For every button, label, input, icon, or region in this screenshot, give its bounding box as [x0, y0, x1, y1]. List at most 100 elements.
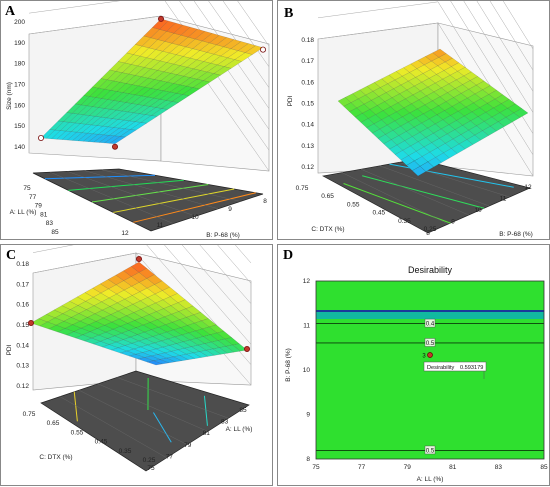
chart-a-z-tick-label: 180	[14, 61, 25, 68]
chart-c-y-axis-label: A: LL (%)	[226, 426, 253, 433]
chart-a-y-tick-label: 11	[157, 222, 164, 229]
chart-c-x-tick-label: 0.65	[47, 420, 60, 427]
chart-d-optimum-point	[428, 353, 433, 358]
chart-c-design-point	[244, 346, 249, 351]
chart-b-z-axis-label: PDI	[287, 95, 294, 106]
chart-d-x-tick-label: 81	[449, 464, 457, 471]
chart-d-top-edge	[316, 310, 544, 312]
chart-a-x-tick-label: 81	[40, 211, 48, 218]
chart-d-x-tick-label: 77	[358, 464, 366, 471]
chart-b-y-tick-label: 9	[451, 219, 455, 226]
chart-b-x-axis-label: C: DTX (%)	[311, 226, 344, 233]
chart-a-z-tick-label: 190	[14, 40, 25, 47]
chart-c-z-tick-label: 0.17	[16, 281, 29, 288]
chart-d-y-tick-label: 8	[306, 456, 310, 463]
chart-a-design-point	[112, 144, 117, 149]
chart-a-x-tick-label: 83	[46, 220, 54, 227]
chart-c-z-tick-label: 0.14	[16, 342, 29, 349]
chart-c-x-axis-label: C: DTX (%)	[39, 454, 72, 461]
chart-b-svg: 0.12 0.13 0.14 0.15 0.16 0.17 0.18 PDI 0.75 0.65 0…	[278, 1, 550, 241]
chart-d-contour-label: 0.5	[426, 448, 435, 454]
chart-b-z-tick-label: 0.13	[301, 143, 314, 150]
chart-b-z-tick-label: 0.14	[301, 122, 314, 129]
chart-a-y-tick-label: 10	[191, 214, 199, 221]
chart-b-x-tick-label: 0.75	[296, 185, 309, 192]
chart-c-x-tick-label: 0.55	[71, 429, 84, 436]
chart-b-z-tick-label: 0.16	[301, 79, 314, 86]
panel-c-label: C	[6, 248, 16, 264]
panel-b: 0.12 0.13 0.14 0.15 0.16 0.17 0.18 PDI 0.75 0.65 0…	[277, 0, 550, 240]
chart-c-x-tick-label: 0.25	[143, 457, 156, 464]
chart-a-design-point	[158, 16, 163, 21]
chart-b-y-tick-label: 12	[524, 184, 532, 191]
chart-d-contour-label: 0.5	[426, 341, 435, 347]
chart-b-y-tick-label: 8	[426, 230, 430, 237]
panel-b-label: B	[284, 6, 293, 22]
chart-d-x-axis-label: A: LL (%)	[417, 476, 444, 483]
chart-a-z-tick-label: 150	[14, 123, 25, 130]
panel-c: 0.12 0.13 0.14 0.15 0.16 0.17 0.18 PDI 0.75 0.65 0…	[0, 244, 273, 486]
chart-a-z-axis-label: Size (nm)	[6, 82, 13, 110]
chart-a-design-point	[260, 47, 265, 52]
chart-a-y-tick-label: 9	[228, 206, 232, 213]
chart-d-x-tick-label: 83	[495, 464, 503, 471]
chart-c-z-tick-label: 0.13	[16, 363, 29, 370]
chart-d-y-tick-label: 11	[303, 323, 310, 330]
chart-a-y-axis-label: B: P-68 (%)	[206, 232, 240, 239]
chart-c-z-tick-label: 0.18	[16, 261, 29, 268]
chart-b-x-tick-label: 0.35	[398, 218, 411, 225]
chart-d-y-tick-label: 10	[303, 367, 311, 374]
chart-d-contour-label: 0.4	[426, 322, 435, 328]
panel-d-label: D	[283, 248, 293, 264]
chart-c-design-point	[28, 320, 33, 325]
chart-b-y-axis-label: B: P-68 (%)	[499, 231, 533, 238]
chart-d-x-tick-label: 79	[404, 464, 412, 471]
chart-b-y-tick-label: 10	[474, 207, 482, 214]
chart-c-y-tick-label: 77	[166, 453, 174, 460]
chart-b-x-tick-label: 0.65	[321, 193, 334, 200]
chart-a-x-tick-label: 75	[23, 185, 31, 192]
chart-a-x-tick-label: 85	[51, 229, 59, 236]
chart-a-y-tick-label: 8	[263, 198, 267, 205]
chart-a-z-tick-label: 200	[14, 19, 25, 26]
chart-c-svg: 0.12 0.13 0.14 0.15 0.16 0.17 0.18 PDI 0.75 0.65 0…	[1, 245, 274, 487]
chart-b-z-tick-label: 0.15	[301, 101, 314, 108]
chart-c-design-point	[136, 256, 141, 261]
chart-b-z-tick-label: 0.17	[301, 58, 314, 65]
chart-a-design-point	[38, 135, 43, 140]
chart-d-x-tick-label: 75	[312, 464, 320, 471]
chart-b-z-tick-label: 0.18	[301, 37, 314, 44]
chart-c-z-tick-label: 0.15	[16, 322, 29, 329]
chart-c-y-tick-label: 81	[203, 430, 211, 437]
chart-b-x-tick-label: 0.45	[372, 210, 385, 217]
chart-c-y-tick-label: 79	[184, 442, 192, 449]
chart-a-z-tick-label: 170	[14, 82, 25, 89]
chart-a-y-tick-label: 12	[121, 230, 129, 237]
chart-b-x-tick-label: 0.55	[347, 201, 360, 208]
chart-d-y-tick-label: 9	[306, 412, 310, 419]
chart-c-x-tick-label: 0.75	[23, 411, 36, 418]
chart-d-title: Desirability	[408, 265, 453, 275]
chart-a-x-axis-label: A: LL (%)	[10, 209, 37, 216]
chart-d-high-band	[316, 311, 544, 319]
chart-b-z-tick-label: 0.12	[301, 164, 314, 171]
panel-a-label: A	[5, 4, 15, 20]
chart-c-z-tick-label: 0.16	[16, 302, 29, 309]
chart-c-z-tick-label: 0.12	[16, 383, 29, 390]
chart-d-x-tick-label: 85	[540, 464, 548, 471]
chart-d-annotation-label: Desirability	[427, 365, 455, 371]
chart-c-y-tick-label: 85	[239, 407, 247, 414]
chart-a-x-tick-label: 77	[29, 194, 37, 201]
chart-c-z-axis-label: PDI	[6, 344, 13, 355]
chart-c-y-tick-label: 75	[147, 465, 155, 472]
chart-d-annotation-value: 0.593179	[460, 365, 483, 371]
chart-c-y-tick-label: 83	[221, 419, 229, 426]
chart-c-x-tick-label: 0.45	[95, 439, 108, 446]
chart-c-x-tick-label: 0.35	[119, 448, 132, 455]
chart-b-y-tick-label: 11	[500, 196, 507, 203]
chart-a-z-tick-label: 160	[14, 102, 25, 109]
